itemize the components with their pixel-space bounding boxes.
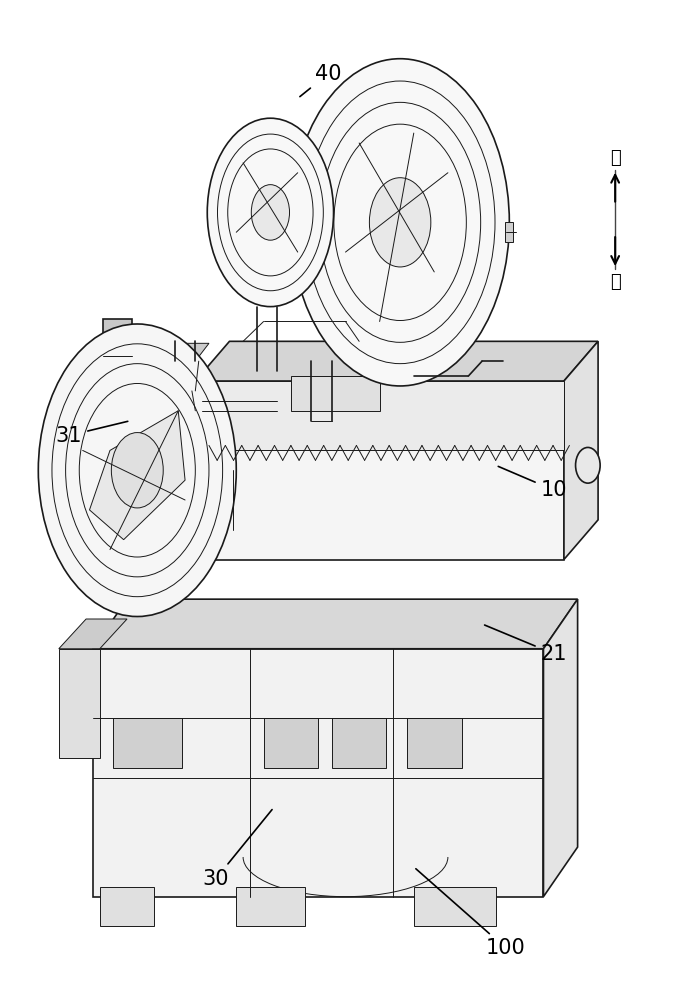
Polygon shape (564, 341, 598, 560)
Bar (110, 328, 140, 383)
Circle shape (252, 185, 290, 240)
Text: 下: 下 (609, 149, 621, 167)
Polygon shape (544, 599, 578, 897)
Polygon shape (93, 649, 544, 897)
Polygon shape (291, 376, 379, 411)
Circle shape (370, 178, 430, 267)
Polygon shape (90, 411, 185, 540)
Text: 40: 40 (300, 64, 341, 97)
Text: 30: 30 (202, 810, 272, 889)
Polygon shape (196, 381, 564, 450)
Bar (332, 718, 386, 768)
Circle shape (111, 433, 163, 508)
Bar (407, 718, 462, 768)
Polygon shape (134, 343, 209, 361)
Text: 31: 31 (56, 421, 128, 446)
Text: 21: 21 (484, 625, 567, 664)
Ellipse shape (291, 59, 509, 386)
Polygon shape (196, 341, 598, 381)
Ellipse shape (38, 324, 236, 617)
Polygon shape (100, 887, 154, 926)
Polygon shape (59, 619, 127, 649)
Bar (103, 319, 132, 373)
Bar (504, 222, 513, 242)
Polygon shape (134, 361, 196, 421)
Polygon shape (236, 887, 305, 926)
Circle shape (576, 447, 600, 483)
Text: 10: 10 (498, 466, 567, 500)
Bar (113, 718, 182, 768)
Polygon shape (59, 649, 100, 758)
Polygon shape (93, 599, 578, 649)
Text: 100: 100 (416, 869, 526, 958)
Text: 上: 上 (609, 273, 621, 291)
Bar (263, 718, 318, 768)
Polygon shape (414, 887, 495, 926)
Ellipse shape (207, 118, 334, 307)
Polygon shape (196, 381, 564, 560)
